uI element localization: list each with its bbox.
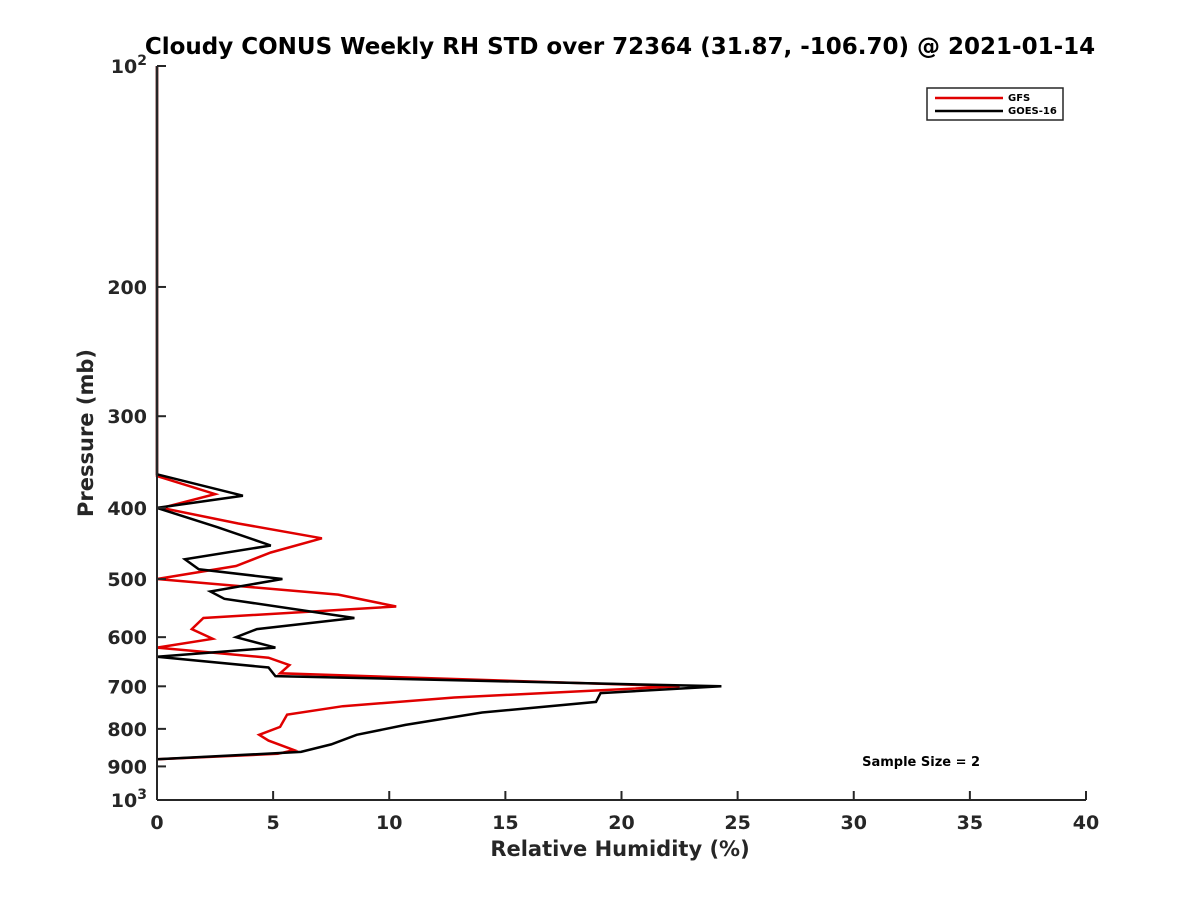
x-tick-label: 25 [724, 812, 750, 834]
y-tick-label: 900 [107, 756, 147, 778]
y-tick-label: 300 [107, 406, 147, 428]
x-tick-label: 35 [957, 812, 983, 834]
plot-area: 0 5 10 15 20 25 30 35 40 102 200 300 400 500 600 700 800… [107, 53, 1099, 834]
y-axis-label: Pressure (mb) [74, 349, 98, 517]
x-tick-label: 40 [1073, 812, 1099, 834]
x-tick-label: 15 [492, 812, 518, 834]
series-line-gfs [155, 66, 680, 761]
x-axis-label: Relative Humidity (%) [490, 837, 749, 861]
legend-label-gfs: GFS [1008, 93, 1030, 104]
chart-title: Cloudy CONUS Weekly RH STD over 72364 (3… [145, 34, 1095, 60]
x-tick-label: 30 [841, 812, 867, 834]
legend-label-goes16: GOES-16 [1008, 106, 1057, 117]
y-tick-label: 700 [107, 676, 147, 698]
y-tick-label: 600 [107, 627, 147, 649]
y-tick-label: 500 [107, 569, 147, 591]
y-tick-label: 103 [111, 787, 147, 812]
y-tick-label: 800 [107, 719, 147, 741]
x-tick-label: 0 [150, 812, 163, 834]
y-tick-label: 400 [107, 498, 147, 520]
legend: GFS GOES-16 [926, 87, 1064, 121]
legend-box [926, 87, 1064, 121]
x-tick-label: 20 [608, 812, 634, 834]
y-tick-label: 102 [111, 53, 147, 78]
sample-size-annotation: Sample Size = 2 [862, 755, 980, 770]
y-tick-label: 200 [107, 277, 147, 299]
x-tick-label: 5 [267, 812, 280, 834]
x-tick-label: 10 [376, 812, 402, 834]
